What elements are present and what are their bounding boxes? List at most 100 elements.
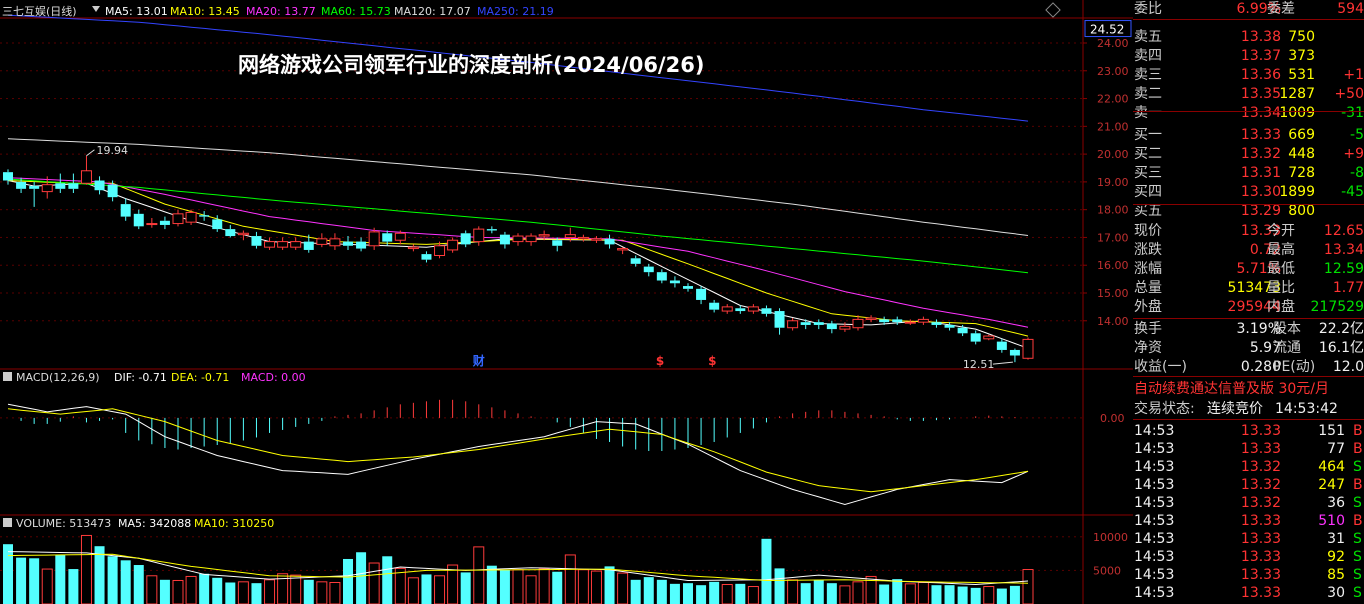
- candle: [133, 209, 144, 230]
- candle: [303, 234, 314, 253]
- candle: [356, 237, 367, 252]
- candle: [1009, 348, 1020, 363]
- volume-bar: [159, 579, 170, 604]
- candle: [264, 237, 276, 250]
- tick-time: 14:53: [1134, 495, 1175, 511]
- volume-bar: [512, 569, 524, 604]
- candle: [94, 176, 105, 195]
- volume-bar: [892, 579, 903, 604]
- tick-price: 13.33: [1240, 567, 1281, 583]
- event-marker: $: [708, 354, 716, 368]
- candlesticks: [3, 155, 1034, 363]
- quote-value: 12.59: [1323, 261, 1364, 277]
- weibi-row: 委比 6.99% 委差 594: [1133, 0, 1364, 18]
- candle-body: [356, 241, 367, 249]
- tick-volume: 92: [1327, 549, 1345, 565]
- price-tick-label: 20.00: [1097, 148, 1129, 161]
- candle: [865, 315, 877, 323]
- quote-label: 最高: [1267, 242, 1295, 258]
- ask-label: 卖四: [1134, 48, 1162, 64]
- tick-time: 14:53: [1134, 459, 1175, 475]
- candle-body: [460, 233, 471, 245]
- candle: [696, 286, 707, 305]
- tick-volume: 464: [1318, 459, 1345, 475]
- volume-bar: [237, 581, 249, 604]
- kline-chart-area[interactable]: 24.00 23.00 22.00 21.00 20.00 19.00 18.00 17.00…: [0, 0, 1133, 604]
- candle-body: [800, 322, 811, 325]
- candle: [407, 244, 419, 252]
- high-marker-arrow: [86, 149, 95, 157]
- candle: [277, 237, 289, 250]
- bid-label: 买三: [1134, 165, 1162, 181]
- tick-price: 13.33: [1240, 423, 1281, 439]
- candle: [55, 173, 66, 193]
- bid-change: -5: [1350, 127, 1364, 143]
- candle-body: [552, 240, 563, 246]
- volume-bar: [407, 577, 419, 604]
- price-tick-label: 23.00: [1097, 65, 1129, 78]
- subscription-banner[interactable]: 自动续费通达信普及版 30元/月: [1134, 381, 1329, 397]
- bid-price: 13.29: [1240, 203, 1281, 219]
- volume-bar: [264, 579, 276, 604]
- tick-volume: 36: [1327, 495, 1345, 511]
- tick-side: S: [1353, 585, 1362, 601]
- candle-body: [917, 318, 929, 323]
- candle: [382, 230, 393, 246]
- bid-row: 买二 13.32 448 +9: [1133, 145, 1364, 163]
- candle-body: [735, 308, 746, 312]
- tick-price: 13.32: [1240, 495, 1281, 511]
- candle: [538, 230, 550, 241]
- volume-bar: [944, 585, 955, 604]
- candle-body: [721, 306, 733, 312]
- volume-bar: [120, 560, 131, 604]
- volume-bar: [251, 583, 262, 604]
- tick-side: S: [1353, 495, 1362, 511]
- candle: [761, 305, 772, 317]
- candle: [185, 209, 197, 225]
- candle: [120, 198, 131, 221]
- legend-item: MA60: 15.73: [321, 5, 391, 18]
- quote-value: 217529: [1310, 299, 1364, 315]
- volume-bar: [970, 587, 981, 604]
- low-marker-label: 12.51: [963, 358, 995, 371]
- candle: [552, 237, 563, 252]
- tick-volume: 31: [1327, 531, 1345, 547]
- candle: [447, 237, 459, 253]
- candle-body: [421, 254, 432, 260]
- ask-volume: 750: [1288, 29, 1315, 45]
- candle-body: [996, 341, 1007, 350]
- tick-price: 13.33: [1240, 585, 1281, 601]
- volume-bar: [683, 583, 693, 604]
- volume-bar: [590, 570, 602, 604]
- weibi-label: 委比: [1134, 1, 1162, 17]
- tick-price: 13.33: [1240, 513, 1281, 529]
- volume-panel: 10000 5000: [0, 531, 1128, 604]
- quote-label: 最低: [1267, 261, 1295, 277]
- candle: [879, 316, 890, 325]
- price-axis: 24.00 23.00 22.00 21.00 20.00 19.00 18.00 17.00…: [86, 20, 1132, 371]
- tick-price: 13.33: [1240, 549, 1281, 565]
- candle: [957, 324, 968, 337]
- stat-value: 12.0: [1332, 359, 1364, 375]
- candle: [787, 318, 799, 331]
- candle: [630, 255, 641, 267]
- candle: [473, 226, 485, 246]
- candle-body: [852, 318, 864, 329]
- quote-label: 现价: [1134, 223, 1162, 239]
- volume-bar: [983, 586, 995, 604]
- event-marker: 财: [472, 353, 485, 368]
- candle-body: [499, 234, 510, 245]
- candle: [577, 234, 589, 242]
- volume-bar: [146, 575, 158, 604]
- ask-row: 卖一 13.34 1009 -31: [1133, 104, 1364, 122]
- quote-row: 总量 513473 量比 1.77: [1133, 279, 1364, 297]
- ask-volume: 1009: [1279, 105, 1315, 121]
- candle: [813, 319, 824, 330]
- toggle-icon[interactable]: [1045, 2, 1061, 18]
- candle: [656, 269, 667, 284]
- bid-price: 13.30: [1240, 184, 1281, 200]
- candle-body: [1022, 338, 1034, 359]
- stat-value: 22.2亿: [1318, 321, 1364, 337]
